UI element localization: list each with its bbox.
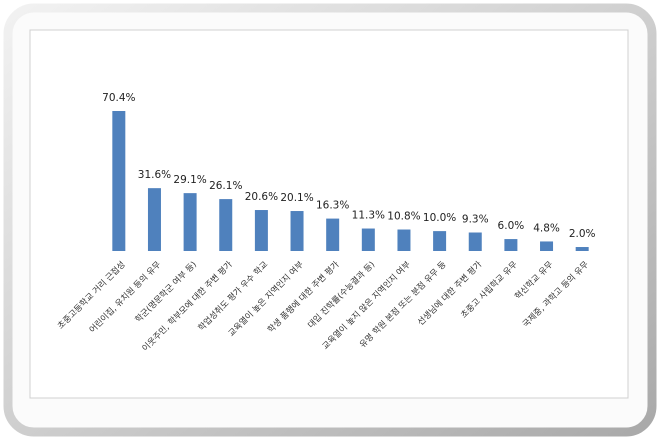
value-label: 11.3% xyxy=(352,210,385,222)
value-label: 9.3% xyxy=(462,214,489,226)
value-label: 20.1% xyxy=(280,192,313,204)
value-label: 2.0% xyxy=(569,228,596,240)
value-label: 20.6% xyxy=(245,191,278,203)
bar xyxy=(254,210,268,251)
value-label: 10.8% xyxy=(387,211,420,223)
value-label: 26.1% xyxy=(209,180,242,192)
value-label: 29.1% xyxy=(173,174,206,186)
bar xyxy=(540,241,554,251)
value-label: 16.3% xyxy=(316,200,349,212)
bar xyxy=(326,218,340,251)
bar xyxy=(397,229,411,251)
bar xyxy=(468,232,482,251)
bar xyxy=(112,111,126,251)
bar xyxy=(290,211,304,251)
value-label: 70.4% xyxy=(102,92,135,104)
value-label: 6.0% xyxy=(498,220,525,232)
bar xyxy=(147,188,161,251)
bar xyxy=(433,231,447,251)
bar xyxy=(361,228,375,251)
value-label: 10.0% xyxy=(423,212,456,224)
bar xyxy=(504,239,518,251)
value-label: 4.8% xyxy=(533,222,560,234)
bar xyxy=(183,193,197,251)
bar xyxy=(219,199,233,251)
bar xyxy=(575,247,589,251)
chart-panel xyxy=(29,29,629,399)
value-label: 31.6% xyxy=(138,169,171,181)
